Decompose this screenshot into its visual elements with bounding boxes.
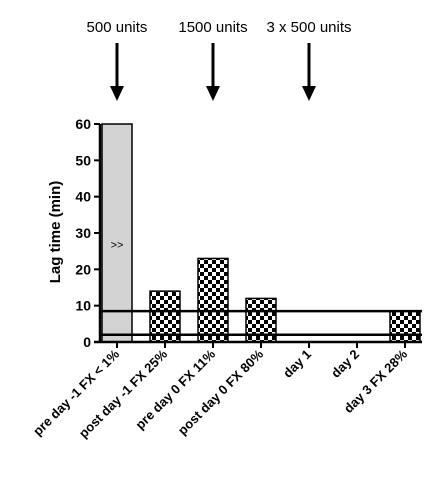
bar-0 — [101, 123, 133, 343]
y-axis-title: Lag time (min) — [47, 181, 64, 284]
bar-2 — [197, 257, 229, 343]
dose-arrow-head-2 — [302, 86, 316, 101]
reference-lines — [100, 309, 422, 336]
y-tick-label-1: 10 — [75, 298, 91, 314]
dose-label-0: 500 units — [87, 19, 148, 36]
dose-arrow-head-0 — [110, 86, 124, 101]
y-tick-label-0: 0 — [83, 334, 91, 350]
x-tick-label-5: day 2 — [328, 347, 362, 381]
y-tick-label-6: 60 — [75, 116, 91, 132]
bars: >> — [101, 123, 421, 343]
dose-label-2: 3 x 500 units — [266, 19, 351, 36]
x-tick-label-0: pre day -1 FX < 1% — [30, 346, 122, 438]
y-tick-label-5: 50 — [75, 152, 91, 168]
y-tick-label-3: 30 — [75, 225, 91, 241]
x-tick-label-1: post day -1 FX 25% — [76, 346, 171, 441]
dose-label-1: 1500 units — [178, 19, 247, 36]
x-tick-label-2: pre day 0 FX 11% — [132, 346, 218, 432]
y-tick-label-2: 20 — [75, 261, 91, 277]
dose-markers: 500 units 1500 units 3 x 500 units — [87, 19, 352, 101]
x-tick-label-3: post day 0 FX 80% — [175, 346, 267, 438]
y-tick-label-4: 40 — [75, 189, 91, 205]
bar-annotation-0: >> — [111, 239, 124, 251]
x-tick-label-4: day 1 — [280, 347, 314, 381]
bar-6 — [389, 310, 421, 343]
dose-arrow-head-1 — [206, 86, 220, 101]
